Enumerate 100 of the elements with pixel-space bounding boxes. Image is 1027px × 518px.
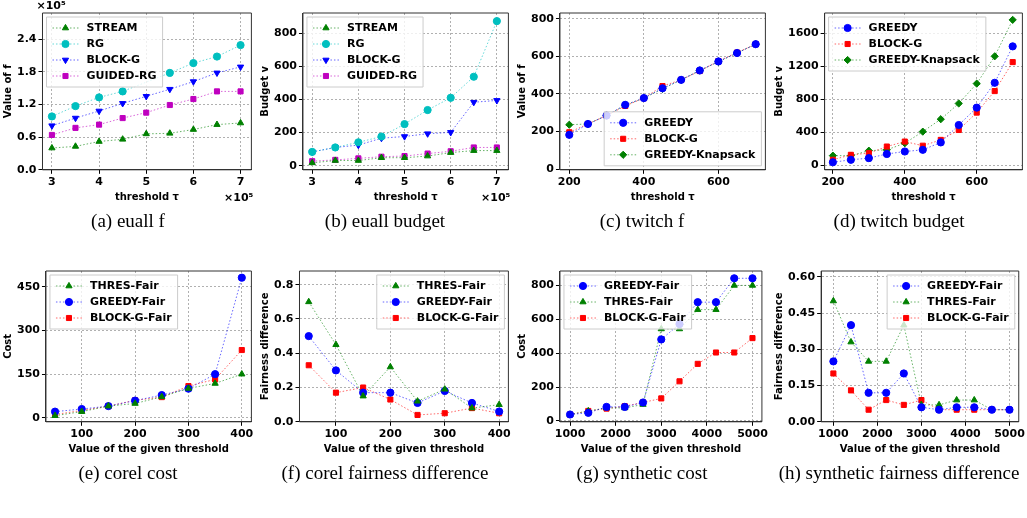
legend-label: BLOCK-G-Fair <box>603 311 687 325</box>
y-axis-title: Budget v <box>258 65 270 117</box>
x-tick-label: 1000 <box>554 427 586 441</box>
y-axis-title: Cost <box>1 333 13 359</box>
text: (b) euall budget <box>323 210 447 232</box>
legend-label: RG <box>346 37 365 51</box>
x-tick-label: 400 <box>893 175 917 189</box>
y-axis-title: Cost <box>515 333 527 359</box>
x-tick-label: 6 <box>189 175 198 189</box>
legend-label: RG <box>86 37 104 51</box>
x-tick-label: 300 <box>176 427 201 441</box>
y-tick-label: 0.2 <box>273 380 294 394</box>
legend-label: BLOCK-G-Fair <box>416 311 499 325</box>
x-axis-title: Value of the given threshold <box>580 442 742 454</box>
x-tick-label: 200 <box>123 427 147 441</box>
x-axis-title: Value of the given threshold <box>323 442 485 454</box>
x-tick-label: 3000 <box>906 427 938 441</box>
x-tick-label: 2000 <box>600 427 632 441</box>
legend-label: GREEDY-Fair <box>416 295 493 309</box>
x-tick-label: 200 <box>557 175 582 189</box>
legend-label: GREEDY-Fair <box>89 295 166 309</box>
y-tick-label: 800 <box>530 11 555 25</box>
y-tick-label: 2.4 <box>16 31 37 45</box>
x-axis-title: Value of the given threshold <box>68 442 229 454</box>
legend-label: GREEDY-Fair <box>927 279 1003 293</box>
y-tick-label: 600 <box>273 59 298 73</box>
x-tick-label: 6 <box>446 175 455 189</box>
legend-label: GUIDED-RG <box>346 69 418 83</box>
y-tick-label: 450 <box>16 279 41 293</box>
legend-label: STREAM <box>346 21 398 35</box>
y-tick-label: 200 <box>530 124 555 138</box>
y-tick-label: 200 <box>530 379 555 393</box>
x-axis-title: threshold τ <box>373 190 439 202</box>
x-tick-label: 5000 <box>994 427 1026 441</box>
text: (h) synthetic fairness difference <box>777 462 1021 484</box>
x-tick-label: 4000 <box>950 427 982 441</box>
legend-label: THRES-Fair <box>603 295 674 309</box>
x-tick-label: 400 <box>632 175 656 189</box>
x-tick-label: 7 <box>493 175 501 189</box>
y-tick-label: 0.45 <box>788 305 816 319</box>
x-tick-label: 200 <box>821 175 845 189</box>
y-tick-label: 0.60 <box>788 269 816 283</box>
y-tick-label: 0.00 <box>788 414 816 428</box>
y-tick-label: 300 <box>16 323 41 337</box>
y-tick-label: 800 <box>795 92 819 106</box>
x-tick-label: 600 <box>965 175 989 189</box>
x-tick-label: 200 <box>378 427 403 441</box>
x-axis-title: threshold τ <box>630 190 696 202</box>
x-tick-label: 1000 <box>818 427 850 441</box>
x-axis-title: threshold τ <box>114 190 180 202</box>
y-tick-label: 0 <box>546 161 555 175</box>
y-tick-label: 0.30 <box>788 342 816 356</box>
x-tick-label: 600 <box>706 175 731 189</box>
legend-label: BLOCK-G-Fair <box>89 311 173 325</box>
y-tick-label: 1200 <box>787 59 819 73</box>
y-tick-label: 0.6 <box>16 129 37 143</box>
y-tick-label: 1.2 <box>16 97 37 111</box>
legend-label: BLOCK-G <box>644 132 698 146</box>
text: (e) corel cost <box>77 462 179 484</box>
legend-label: THRES-Fair <box>89 279 160 293</box>
y-tick-label: 400 <box>530 86 555 100</box>
y-axis-title: Value of f <box>1 63 13 119</box>
y-axis-title: Value of f <box>515 63 527 119</box>
y-tick-label: 0.15 <box>788 378 816 392</box>
y-tick-label: 600 <box>530 49 555 63</box>
text: (d) twitch budget <box>832 210 966 232</box>
x-tick-label: 400 <box>230 427 254 441</box>
x-tick-label: 4 <box>95 175 104 189</box>
y-tick-label: 0 <box>32 410 41 424</box>
y-tick-label: 150 <box>16 367 41 381</box>
legend-label: GREEDY <box>868 21 919 35</box>
text: (f) corel fairness difference <box>280 462 490 484</box>
legend-label: GREEDY <box>644 116 695 130</box>
y-tick-label: 0.8 <box>273 277 294 291</box>
y-tick-label: 800 <box>273 26 298 40</box>
x-tick-label: 5 <box>142 175 151 189</box>
y-tick-label: 0.4 <box>273 346 294 360</box>
y-tick-label: 0 <box>810 158 819 172</box>
y-tick-label: 200 <box>273 125 298 139</box>
y-axis-title: Fairness difference <box>772 292 784 401</box>
text: (c) twitch f <box>598 210 686 232</box>
y-tick-label: 0 <box>546 413 555 427</box>
legend-label: STREAM <box>86 21 138 35</box>
y-tick-label: 800 <box>530 278 555 292</box>
x-axis-title: Value of the given threshold <box>839 442 1001 454</box>
y-tick-label: 1600 <box>787 25 819 39</box>
text: ×10⁵ <box>224 191 254 205</box>
x-tick-label: 5000 <box>737 427 769 441</box>
x-tick-label: 3000 <box>645 427 677 441</box>
y-tick-label: 0.6 <box>273 311 294 325</box>
x-tick-label: 100 <box>324 427 348 441</box>
legend-label: GREEDY-Knapsack <box>868 53 981 67</box>
x-tick-label: 4000 <box>691 427 723 441</box>
x-tick-label: 300 <box>433 427 457 441</box>
legend-label: BLOCK-G <box>86 53 141 67</box>
x-tick-label: 4 <box>354 175 363 189</box>
y-tick-label: 0 <box>289 158 298 172</box>
text: (a) euall f <box>90 210 166 232</box>
legend-label: GUIDED-RG <box>86 69 157 83</box>
x-tick-label: 3 <box>308 175 317 189</box>
